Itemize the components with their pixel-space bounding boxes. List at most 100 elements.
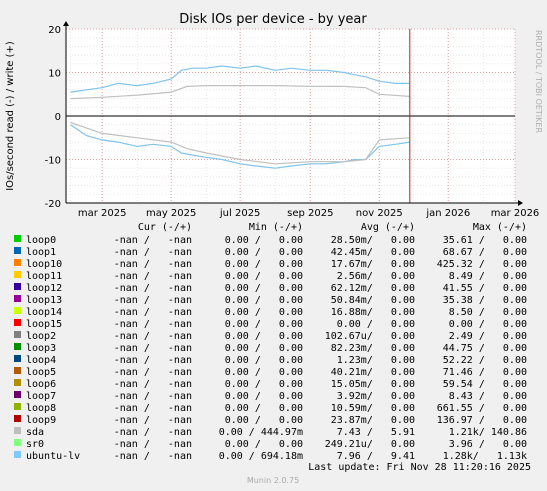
legend-value-min: 0.00 / 0.00 — [225, 439, 303, 450]
y-tick-label: 0 — [55, 112, 61, 123]
legend-value-max: 136.97 / 0.00 — [437, 415, 527, 426]
x-tick-label: jul 2025 — [219, 208, 261, 219]
legend-value-avg: 40.21m/ 0.00 — [331, 367, 415, 378]
legend-value-max: 59.54 / 0.00 — [443, 379, 527, 390]
legend-swatch — [14, 355, 21, 362]
legend-value-max: 1.21k/ 140.86 — [449, 427, 527, 438]
legend-device-name: loop12 — [26, 283, 62, 294]
legend-value-max: 41.55 / 0.00 — [443, 283, 527, 294]
legend-device-name: loop4 — [26, 355, 56, 366]
legend-value-max: 3.96 / 0.00 — [449, 439, 527, 450]
legend-value-min: 0.00 / 0.00 — [225, 379, 303, 390]
legend-value-min: 0.00 / 0.00 — [225, 319, 303, 330]
legend-device-name: loop15 — [26, 319, 62, 330]
legend-row: loop13 -nan / -nan 0.00 / 0.00 50.84m/ 0.00… — [14, 295, 527, 306]
legend-row: loop5 -nan / -nan 0.00 / 0.00 40.21m/ 0.00 7… — [14, 367, 527, 378]
legend-value-cur: -nan / -nan — [114, 415, 192, 426]
legend-value-cur: -nan / -nan — [114, 295, 192, 306]
legend-device-name: loop8 — [26, 403, 56, 414]
legend-row: loop4 -nan / -nan 0.00 / 0.00 1.23m/ 0.00 52… — [14, 355, 527, 366]
legend-row: loop10 -nan / -nan 0.00 / 0.00 17.67m/ 0.00… — [14, 259, 527, 270]
legend-value-min: 0.00 / 694.18m — [219, 451, 303, 462]
legend-value-max: 2.49 / 0.00 — [449, 331, 527, 342]
legend-row: loop11 -nan / -nan 0.00 / 0.00 2.56m/ 0.00 8… — [14, 271, 527, 282]
legend-swatch — [14, 415, 21, 422]
x-tick-label: jan 2026 — [425, 208, 470, 219]
legend-value-avg: 42.45m/ 0.00 — [331, 247, 415, 258]
y-tick-label: 20 — [48, 25, 61, 36]
legend-value-max: 1.28k/ 1.13k — [443, 451, 527, 462]
y-tick-label: -20 — [45, 199, 61, 210]
series-line-ubuntu-lv-read — [70, 124, 410, 169]
legend-device-name: loop10 — [26, 259, 62, 270]
legend-value-avg: 102.67u/ 0.00 — [325, 331, 415, 342]
y-tick-label: -10 — [45, 156, 61, 167]
legend-value-cur: -nan / -nan — [114, 367, 192, 378]
legend-value-cur: -nan / -nan — [114, 355, 192, 366]
legend-value-cur: -nan / -nan — [114, 283, 192, 294]
series-line-sda-write — [70, 84, 410, 100]
legend-value-cur: -nan / -nan — [114, 343, 192, 354]
legend-row: loop14 -nan / -nan 0.00 / 0.00 16.88m/ 0.00… — [14, 307, 527, 318]
legend-device-name: loop6 — [26, 379, 56, 390]
legend-value-avg: 249.21u/ 0.00 — [325, 439, 415, 450]
legend-device-name: loop14 — [26, 307, 62, 318]
legend-row: loop8 -nan / -nan 0.00 / 0.00 10.59m/ 0.00 6… — [14, 403, 527, 414]
series-line-sda-read — [70, 121, 410, 165]
legend-swatch — [14, 235, 21, 242]
legend-swatch — [14, 451, 21, 458]
legend-value-min: 0.00 / 0.00 — [225, 331, 303, 342]
legend-device-name: loop0 — [26, 235, 56, 246]
legend-device-name: ubuntu-lv — [26, 451, 80, 462]
legend-value-avg: 82.23m/ 0.00 — [331, 343, 415, 354]
legend-swatch — [14, 319, 21, 326]
legend-device-name: loop9 — [26, 415, 56, 426]
legend-header-cur: Cur (-/+) — [138, 222, 192, 233]
legend-swatch — [14, 307, 21, 314]
legend-value-min: 0.00 / 0.00 — [225, 307, 303, 318]
munin-version: Munin 2.0.75 — [247, 476, 299, 485]
legend-value-avg: 23.87m/ 0.00 — [331, 415, 415, 426]
legend-header-min: Min (-/+) — [249, 222, 303, 233]
legend-value-avg: 28.50m/ 0.00 — [331, 235, 415, 246]
x-tick-label: nov 2025 — [356, 208, 403, 219]
legend-swatch — [14, 283, 21, 290]
legend-swatch — [14, 271, 21, 278]
legend-device-name: loop7 — [26, 391, 56, 402]
x-tick-label: mar 2025 — [78, 208, 127, 219]
legend-value-min: 0.00 / 0.00 — [225, 415, 303, 426]
legend-swatch — [14, 403, 21, 410]
legend-value-max: 0.00 / 0.00 — [449, 319, 527, 330]
x-tick-label: sep 2025 — [287, 208, 333, 219]
legend-row: loop7 -nan / -nan 0.00 / 0.00 3.92m/ 0.00 8.… — [14, 391, 527, 402]
last-update: Last update: Fri Nov 28 11:20:16 2025 — [308, 462, 531, 473]
legend-value-avg: 7.43 / 5.91 — [337, 427, 415, 438]
legend-value-max: 661.55 / 0.00 — [437, 403, 527, 414]
legend-value-avg: 0.00 / 0.00 — [337, 319, 415, 330]
x-tick-label: may 2025 — [146, 208, 196, 219]
legend-value-max: 8.50 / 0.00 — [449, 307, 527, 318]
legend-row: loop2 -nan / -nan 0.00 / 0.00 102.67u/ 0.00… — [14, 331, 527, 342]
legend-value-cur: -nan / -nan — [114, 271, 192, 282]
legend-row: loop3 -nan / -nan 0.00 / 0.00 82.23m/ 0.00 4… — [14, 343, 527, 354]
legend-row: loop12 -nan / -nan 0.00 / 0.00 62.12m/ 0.00… — [14, 283, 527, 294]
legend-swatch — [14, 331, 21, 338]
legend-row: loop15 -nan / -nan 0.00 / 0.00 0.00 / 0.00 0… — [14, 319, 527, 330]
legend-value-avg: 1.23m/ 0.00 — [337, 355, 415, 366]
legend-value-cur: -nan / -nan — [114, 427, 192, 438]
legend-header-max: Max (-/+) — [473, 222, 527, 233]
legend-value-min: 0.00 / 0.00 — [225, 343, 303, 354]
legend-header-avg: Avg (-/+) — [361, 222, 415, 233]
rrdtool-side-label: RRDTOOL / TOBI OETIKER — [534, 30, 543, 133]
legend-device-name: sr0 — [26, 439, 44, 450]
legend-value-cur: -nan / -nan — [114, 439, 192, 450]
legend-value-max: 44.75 / 0.00 — [443, 343, 527, 354]
legend-value-min: 0.00 / 0.00 — [225, 295, 303, 306]
legend-swatch — [14, 343, 21, 350]
legend: Cur (-/+) Min (-/+) Avg (-/+) Max (-/+) loop… — [14, 222, 527, 462]
legend-value-cur: -nan / -nan — [114, 247, 192, 258]
legend-swatch — [14, 379, 21, 386]
legend-value-max: 52.22 / 0.00 — [443, 355, 527, 366]
legend-row: ubuntu-lv -nan / -nan 0.00 / 694.18m 7.96 /… — [14, 451, 527, 462]
legend-value-min: 0.00 / 0.00 — [225, 391, 303, 402]
